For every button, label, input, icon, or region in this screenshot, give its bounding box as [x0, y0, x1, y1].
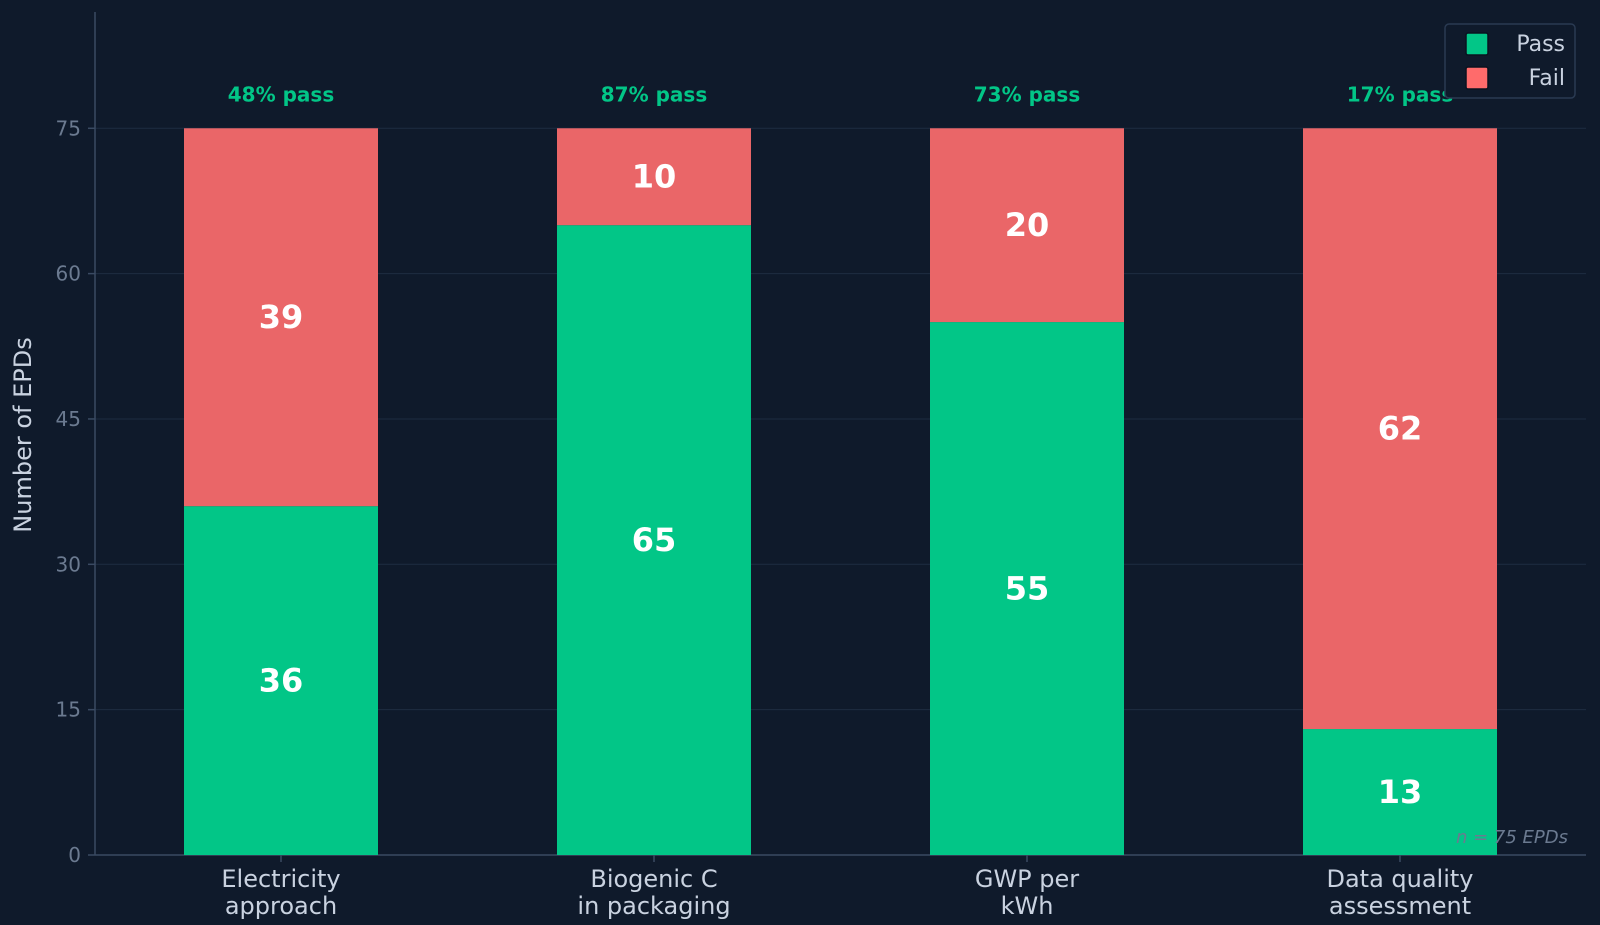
x-tick-label-line-2-0: GWP per: [975, 865, 1079, 893]
x-tick-label-line-1-1: in packaging: [577, 892, 730, 920]
bar-fail-1: [557, 128, 751, 226]
y-tick-label-15: 15: [56, 698, 81, 722]
bar-pass-0: [184, 506, 378, 855]
y-tick-label-75: 75: [56, 116, 81, 140]
bar-value-label-fail-3: 62: [1378, 410, 1423, 448]
y-tick-label-0: 0: [68, 843, 81, 867]
bar-pass-2: [930, 322, 1124, 855]
bar-value-label-pass-2: 55: [1005, 570, 1050, 608]
bar-value-label-fail-0: 39: [259, 298, 304, 336]
bar-value-label-fail-2: 20: [1005, 206, 1050, 244]
x-tick-label-3: Data quality assessment: [1326, 865, 1473, 920]
x-tick-label-line-0-1: approach: [225, 892, 337, 920]
bars: [184, 128, 1497, 855]
pass-rate-label-1: 87% pass: [601, 82, 707, 106]
bar-pass-1: [557, 225, 751, 855]
x-tick-label-line-1-0: Biogenic C: [590, 865, 717, 893]
bar-value-label-pass-3: 13: [1378, 773, 1423, 811]
bar-fail-0: [184, 128, 378, 507]
legend-swatch-fail: [1465, 66, 1489, 90]
bar-pass-3: [1303, 729, 1497, 855]
bar-fail-3: [1303, 128, 1497, 730]
legend-label-pass: Pass: [1516, 32, 1565, 57]
x-tick-label-line-3-1: assessment: [1329, 892, 1471, 920]
bar-value-label-pass-0: 36: [259, 662, 304, 700]
y-tick-label-45: 45: [56, 407, 81, 431]
legend-label-fail: Fail: [1529, 66, 1565, 91]
pass-rate-label-0: 48% pass: [228, 82, 334, 106]
y-tick-label-60: 60: [56, 262, 81, 286]
x-tick-label-line-3-0: Data quality: [1326, 865, 1473, 893]
bar-value-label-pass-1: 65: [632, 521, 677, 559]
x-tick-label-line-2-1: kWh: [1001, 892, 1054, 920]
y-axis-label: Number of EPDs: [9, 337, 37, 532]
x-tick-label-0: Electricity approach: [221, 865, 340, 920]
bar-value-label-fail-1: 10: [632, 158, 677, 196]
legend-swatch-pass: [1465, 32, 1489, 56]
x-tick-label-2: GWP per kWh: [975, 865, 1079, 920]
x-tick-label-line-0-0: Electricity: [221, 865, 340, 893]
y-tick-label-30: 30: [56, 552, 81, 576]
sample-size-note: n = 75 EPDs: [1456, 827, 1568, 848]
bar-fail-2: [930, 128, 1124, 323]
pass-rate-label-3: 17% pass: [1347, 82, 1453, 106]
labels: 36 39 48% pass 65 10 87% pass 55 20 73% pass 13 62…: [228, 82, 1453, 811]
legend: Pass Fail: [1444, 23, 1576, 99]
pass-rate-label-2: 73% pass: [974, 82, 1080, 106]
